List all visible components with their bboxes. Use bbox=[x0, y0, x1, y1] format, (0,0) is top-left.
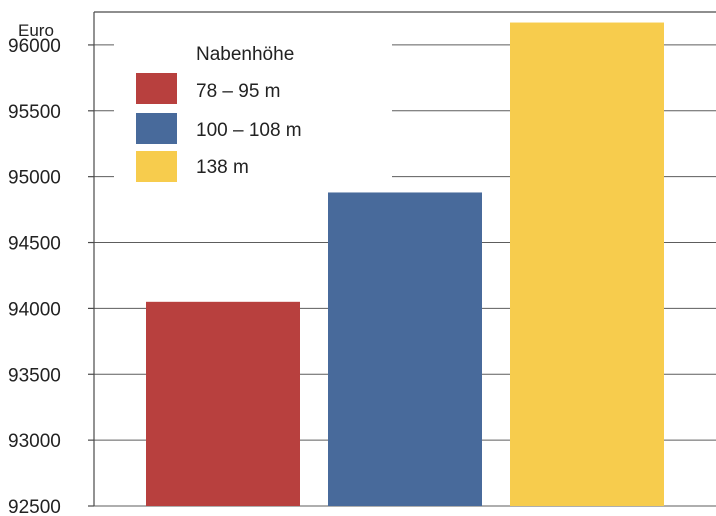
y-tick-label: 92500 bbox=[8, 497, 61, 516]
y-tick-label: 96000 bbox=[8, 36, 61, 57]
legend-label: 100 – 108 m bbox=[196, 120, 302, 141]
legend: Nabenhöhe 78 – 95 m 100 – 108 m 138 m bbox=[114, 40, 392, 188]
y-tick-label: 94000 bbox=[8, 299, 61, 320]
y-tick-label: 93500 bbox=[8, 365, 61, 386]
axis-layer: 92500 93000 93500 94000 94500 95000 95500 96000 bbox=[8, 12, 95, 516]
legend-swatch bbox=[136, 113, 177, 144]
y-tick-label: 94500 bbox=[8, 234, 61, 255]
legend-label: 78 – 95 m bbox=[196, 81, 281, 102]
y-tick-label: 95000 bbox=[8, 168, 61, 189]
bar-layer bbox=[146, 22, 664, 506]
bar bbox=[328, 192, 482, 506]
bar bbox=[510, 22, 664, 506]
legend-swatch bbox=[136, 73, 177, 104]
legend-label: 138 m bbox=[196, 157, 249, 178]
y-tick-label: 95500 bbox=[8, 102, 61, 123]
bar bbox=[146, 301, 300, 506]
y-axis-unit-label: Euro bbox=[18, 21, 54, 40]
legend-swatch bbox=[136, 151, 177, 182]
y-tick-label: 93000 bbox=[8, 431, 61, 452]
legend-title: Nabenhöhe bbox=[196, 44, 294, 65]
